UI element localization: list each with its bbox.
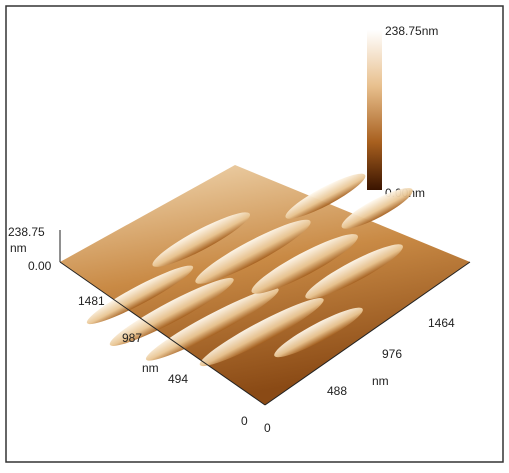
right-unit: nm xyxy=(372,374,389,388)
z-unit: nm xyxy=(10,241,27,255)
page: {"colorbar": {"max_label": "238.75nm", "… xyxy=(0,0,509,468)
z-max: 238.75 xyxy=(8,225,45,239)
afm-figure: 238.75nm 0.00nm 238.75 nm 0.00 1481 987 … xyxy=(0,0,509,468)
left-unit: nm xyxy=(142,361,159,375)
left-tick: 987 xyxy=(122,331,142,345)
left-tick: 0 xyxy=(241,414,248,428)
z-min: 0.00 xyxy=(28,259,52,273)
color-bar xyxy=(367,30,382,190)
right-tick: 976 xyxy=(382,347,402,361)
right-tick: 488 xyxy=(327,384,347,398)
left-tick: 1481 xyxy=(78,294,105,308)
left-tick: 494 xyxy=(168,372,188,386)
colorbar-max: 238.75nm xyxy=(385,24,438,38)
right-tick: 0 xyxy=(264,421,271,435)
right-tick: 1464 xyxy=(428,316,455,330)
